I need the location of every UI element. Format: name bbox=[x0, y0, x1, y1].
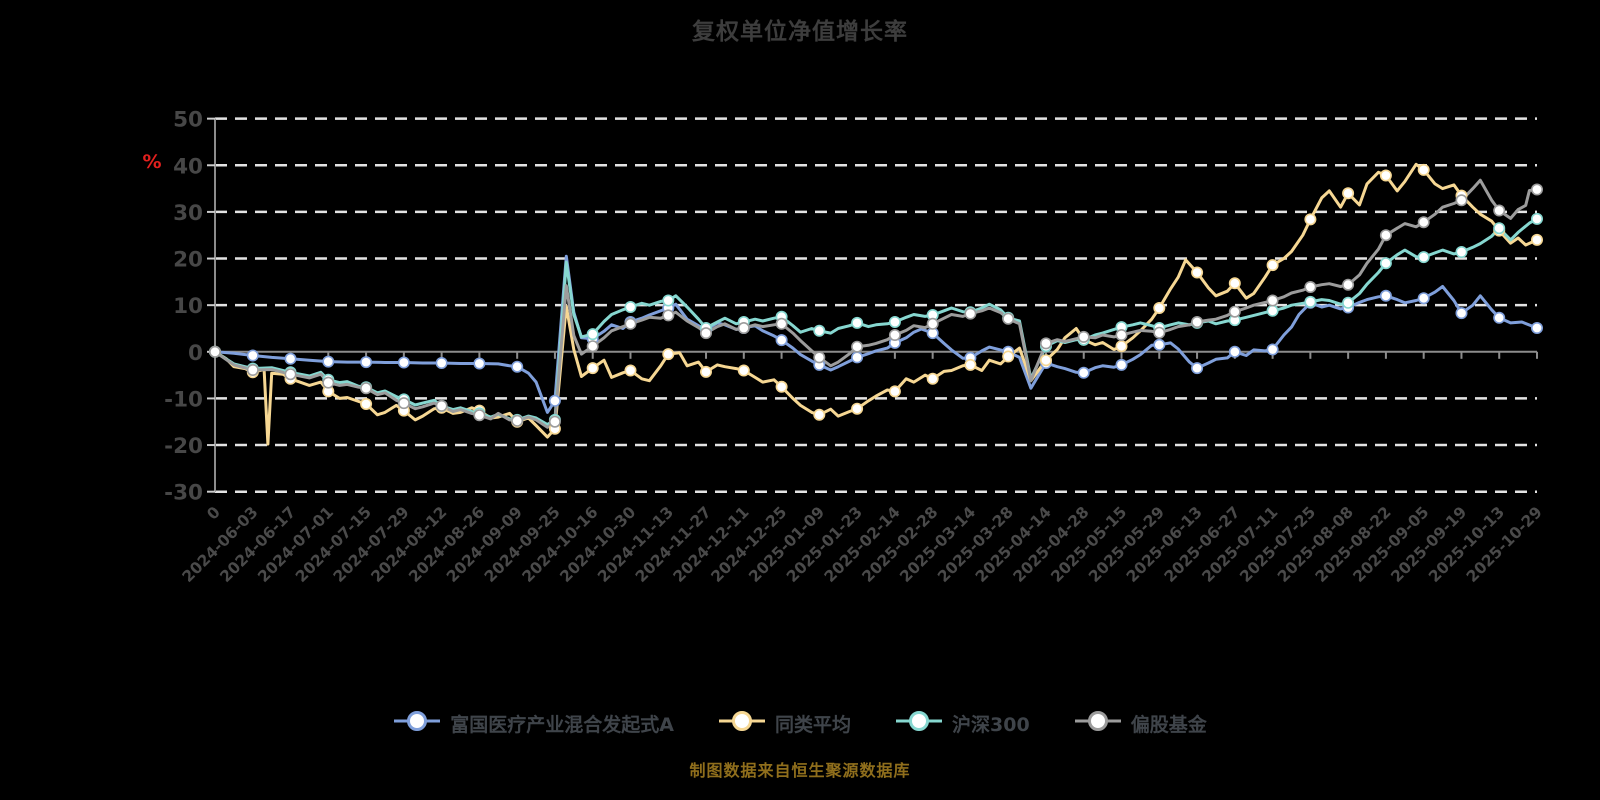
svg-text:40: 40 bbox=[173, 154, 203, 179]
data-source-caption: 制图数据来自恒生聚源数据库 bbox=[689, 761, 911, 780]
legend-label-peer-average: 同类平均 bbox=[775, 713, 852, 736]
svg-text:0: 0 bbox=[188, 341, 203, 366]
svg-text:30: 30 bbox=[173, 201, 203, 226]
legend-label-equity-funds: 偏股基金 bbox=[1130, 713, 1207, 736]
page-title: 复权单位净值增长率 bbox=[692, 19, 908, 45]
y-unit-label: % bbox=[142, 151, 161, 173]
legend-item-equity-funds[interactable]: 偏股基金 bbox=[1074, 709, 1207, 737]
svg-text:50: 50 bbox=[173, 108, 203, 133]
svg-text:-10: -10 bbox=[164, 387, 203, 412]
y-axis bbox=[207, 117, 216, 493]
line-marker-icon bbox=[895, 709, 943, 737]
x-axis-labels: 02024-06-032024-06-172024-07-012024-07-1… bbox=[179, 503, 1546, 586]
chart-legend: 富国医疗产业混合发起式A 同类平均 沪深300 偏股基金 bbox=[0, 702, 1600, 744]
svg-text:0: 0 bbox=[203, 503, 224, 524]
series-line-0 bbox=[213, 254, 1539, 414]
svg-text:20: 20 bbox=[173, 248, 203, 273]
svg-text:%: % bbox=[142, 151, 161, 173]
x-axis bbox=[214, 350, 1538, 359]
series-markers bbox=[209, 163, 1544, 435]
svg-text:-20: -20 bbox=[164, 434, 203, 459]
legend-item-peer-average[interactable]: 同类平均 bbox=[718, 709, 851, 737]
line-marker-icon bbox=[718, 709, 766, 737]
line-marker-icon bbox=[1074, 709, 1122, 737]
line-marker-icon bbox=[393, 709, 441, 737]
legend-label-fund-a: 富国医疗产业混合发起式A bbox=[450, 713, 674, 736]
svg-text:-30: -30 bbox=[164, 481, 203, 506]
legend-item-csi300[interactable]: 沪深300 bbox=[895, 709, 1030, 737]
legend-item-fund-a[interactable]: 富国医疗产业混合发起式A bbox=[393, 709, 674, 737]
series-line-2 bbox=[213, 217, 1539, 426]
y-axis-labels: 50 40 30 20 10 0 -10 -20 -30 bbox=[164, 108, 203, 506]
svg-text:10: 10 bbox=[173, 294, 203, 319]
grid-lines bbox=[215, 117, 1537, 493]
legend-label-csi300: 沪深300 bbox=[952, 713, 1030, 736]
